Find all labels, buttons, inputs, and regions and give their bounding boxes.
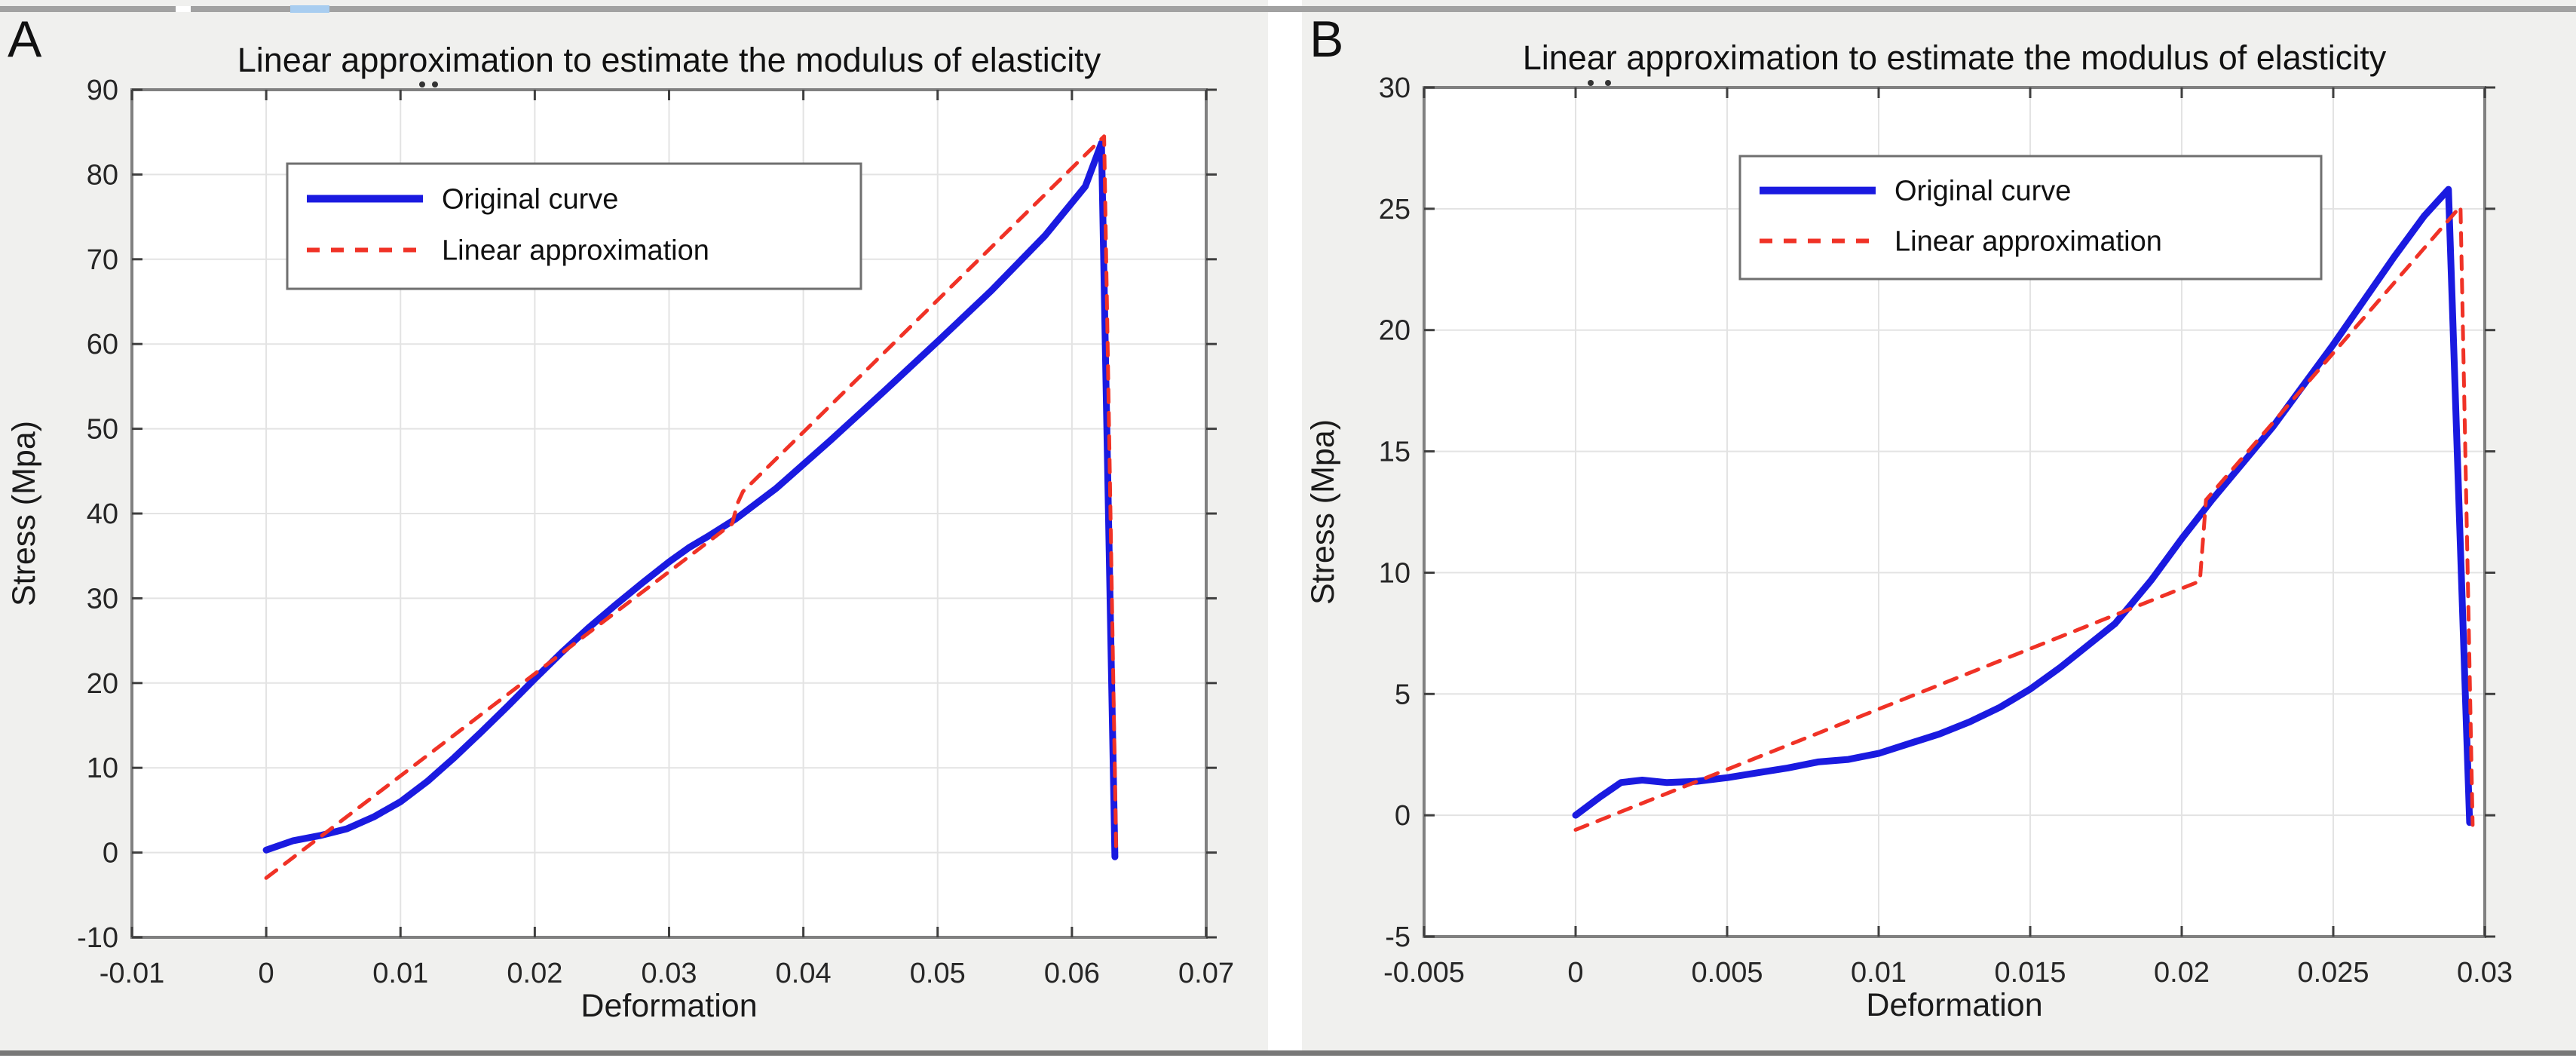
chart-svg: -0.01 0 0.01 0.02 0.03 0.04 0.05 0.06 0.07 -10 0 10… — [6, 41, 1234, 1024]
top-scrollbar-gap-artifact — [176, 6, 191, 12]
x-tick-label: 0.03 — [2457, 957, 2513, 989]
y-tick-label: 20 — [87, 668, 118, 700]
y-tick-label: -10 — [77, 922, 118, 954]
chart-svg: -0.005 0 0.005 0.01 0.015 0.02 0.025 0.03 -5 0 5 10… — [1305, 38, 2513, 1023]
x-tick-label: 0.01 — [372, 958, 428, 989]
x-tick-label: 0.07 — [1178, 958, 1234, 989]
bottom-border-bar — [0, 1050, 2576, 1056]
legend-box — [1738, 155, 2323, 281]
top-scrollbar-thumb-artifact — [290, 5, 329, 13]
legend-label: Original curve — [442, 183, 618, 215]
y-tick-label: 0 — [103, 838, 118, 869]
y-tick-label: 0 — [1395, 800, 1411, 832]
x-tick-label: 0.005 — [1691, 957, 1763, 989]
y-tick-label: 20 — [1379, 315, 1411, 347]
x-tick-label: -0.01 — [100, 958, 165, 989]
x-tick-label: 0.01 — [1851, 957, 1907, 989]
y-tick-label: 70 — [87, 244, 118, 276]
y-tick-label: -5 — [1385, 921, 1411, 953]
linear-approximation-line — [1573, 204, 2475, 832]
x-tick-label: 0 — [1567, 957, 1583, 989]
legend-label: Original curve — [1894, 176, 2071, 207]
artifact-dot — [419, 81, 425, 87]
y-tick-label: 25 — [1379, 194, 1411, 225]
y-axis-label: Stress (Mpa) — [1305, 419, 1341, 605]
x-axis-label: Deformation — [580, 988, 757, 1024]
legend-label: Linear approximation — [1894, 225, 2162, 257]
legend-label: Linear approximation — [442, 235, 709, 267]
panel-b-letter: B — [1309, 11, 1344, 68]
y-tick-label: 80 — [87, 159, 118, 191]
y-tick-label: 30 — [1379, 72, 1411, 104]
artifact-dot — [1605, 80, 1611, 86]
chart-title: Linear approximation to estimate the mod… — [1523, 38, 2387, 77]
y-tick-label: 30 — [87, 583, 118, 615]
y-tick-label: 40 — [87, 498, 118, 530]
x-tick-label: 0.02 — [507, 958, 562, 989]
x-tick-label: 0.02 — [2154, 957, 2210, 989]
panel-b: B -0.005 0 0.005 0.01 0.015 0.02 0.025 0.03 -5 0 5… — [1302, 0, 2576, 1050]
plot-frame — [1423, 86, 2486, 938]
y-tick-label: 15 — [1379, 437, 1411, 468]
x-tick-label: 0.025 — [2297, 957, 2369, 989]
original-curve-line — [1572, 186, 2473, 826]
x-tick-label: 0.05 — [910, 958, 966, 989]
y-tick-label: 90 — [87, 75, 118, 106]
x-tick-label: 0.015 — [1994, 957, 2066, 989]
x-tick-label: -0.005 — [1383, 957, 1465, 989]
y-tick-label: 10 — [87, 753, 118, 784]
artifact-dot — [432, 81, 438, 87]
top-scrollbar-artifact — [0, 6, 2576, 12]
x-tick-label: 0.04 — [776, 958, 832, 989]
legend-box — [286, 162, 862, 290]
original-curve-line — [262, 140, 1119, 860]
y-tick-label: 50 — [87, 414, 118, 446]
x-axis-label: Deformation — [1866, 987, 2042, 1023]
y-tick-label: 60 — [87, 329, 118, 360]
x-tick-label: 0.06 — [1044, 958, 1100, 989]
artifact-dot — [1588, 80, 1594, 86]
panel-a: A -0.01 0 0.01 0.02 0.03 0.04 0.05 0.06 0.07 -10 0… — [0, 0, 1268, 1050]
y-tick-label: 5 — [1395, 679, 1411, 710]
x-tick-label: 0 — [259, 958, 274, 989]
y-axis-label: Stress (Mpa) — [6, 421, 42, 606]
y-tick-label: 10 — [1379, 557, 1411, 589]
panel-a-letter: A — [8, 11, 42, 68]
linear-approximation-line — [264, 134, 1119, 880]
chart-title: Linear approximation to estimate the mod… — [237, 41, 1101, 79]
x-tick-label: 0.03 — [642, 958, 697, 989]
